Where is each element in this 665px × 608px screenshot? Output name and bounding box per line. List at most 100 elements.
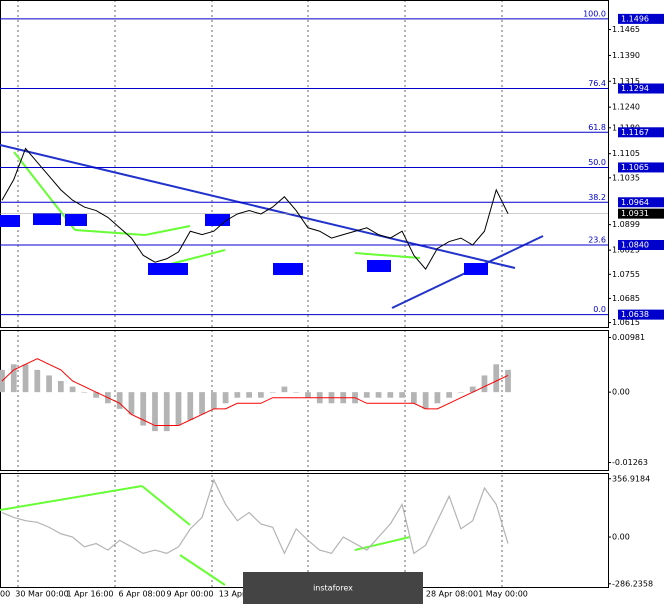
zone-marker: [148, 263, 188, 275]
price-box: [618, 13, 664, 24]
histogram-bar: [469, 386, 476, 393]
fib-price: 1.0638: [621, 310, 649, 319]
histogram-bar: [399, 392, 405, 398]
fib-label: 50.0: [588, 158, 606, 167]
fib-price: 1.1167: [621, 128, 649, 137]
histogram-bar: [281, 386, 288, 393]
histogram-bar: [422, 392, 429, 409]
histogram-bar: [34, 369, 41, 393]
y-tick-label: -286.2358: [612, 579, 653, 588]
price-line: [1, 478, 509, 555]
fib-price: 1.1496: [621, 14, 649, 23]
y-tick-label: 1.0755: [612, 270, 640, 279]
current-price-box: [618, 208, 664, 219]
histogram-bar: [222, 392, 229, 404]
x-tick-label: 00: [0, 590, 10, 599]
y-tick-label: 1.1315: [612, 77, 640, 86]
y-tick-label: 0.00: [612, 388, 630, 397]
histogram-bar: [234, 392, 241, 398]
histogram-bar: [293, 392, 300, 393]
price-box: [618, 127, 664, 138]
histogram-bar: [116, 392, 123, 409]
y-tick-label: 1.1465: [612, 25, 640, 34]
histogram-bar: [10, 364, 17, 393]
fib-label: 61.8: [588, 123, 606, 132]
y-tick-label: 356.9184: [612, 474, 650, 483]
histogram-bar: [93, 392, 100, 398]
histogram-bar: [305, 392, 311, 398]
price-box: [618, 197, 664, 208]
histogram-bar: [210, 392, 217, 409]
histogram-bar: [175, 392, 182, 426]
watermark-text: instaforex: [313, 584, 353, 593]
main-frame: [0, 0, 609, 328]
current-price: 1.0931: [621, 209, 649, 218]
fib-price: 1.1294: [621, 84, 649, 93]
histogram-bar: [505, 369, 511, 393]
y-tick-label: 1.1390: [612, 51, 640, 60]
y-tick-label: 0.00981: [612, 333, 645, 342]
histogram-bar: [258, 392, 264, 398]
watermark: instaforex: [243, 572, 423, 604]
y-tick-label: 0.00: [612, 533, 630, 542]
fib-label: 23.6: [588, 236, 606, 245]
histogram-bar: [434, 392, 441, 404]
x-tick-label: 6 Apr 08:00: [118, 590, 165, 599]
zone-marker: [367, 260, 391, 272]
trend-line: [0, 485, 143, 511]
y-tick-label: 1.1240: [612, 103, 640, 112]
histogram-bar: [410, 392, 417, 404]
x-tick-label: 30 Mar 00:00: [15, 590, 68, 599]
histogram-bar: [199, 392, 205, 415]
y-tick-label: 1.0615: [612, 318, 640, 327]
x-tick-label: 28 Apr 08:00: [426, 590, 478, 599]
histogram-bar: [375, 392, 382, 398]
histogram-bar: [57, 381, 64, 393]
histogram-bar: [22, 364, 29, 393]
zone-marker: [65, 214, 87, 226]
trend-line: [0, 144, 516, 269]
fib-label: 0.0: [593, 305, 606, 314]
fib-price: 1.0840: [621, 241, 649, 250]
zone-marker: [0, 215, 20, 227]
price-box: [618, 83, 664, 94]
price-box: [618, 240, 664, 250]
watermark-bg: [243, 572, 423, 604]
y-tick-label: 1.0899: [612, 220, 640, 229]
histogram-bar: [163, 392, 170, 432]
trend-line: [141, 485, 191, 526]
zone-marker: [33, 213, 61, 225]
x-tick-label: 9 Apr 00:00: [166, 590, 213, 599]
price-box: [618, 162, 664, 173]
annotations: [0, 144, 544, 586]
x-tick-label: 1 Apr 16:00: [66, 590, 113, 599]
y-tick-label: 1.0685: [612, 294, 640, 303]
zone-marker: [464, 263, 488, 275]
histogram-bar: [152, 392, 158, 432]
fib-price: 1.1065: [621, 163, 649, 172]
trend-line: [74, 229, 146, 236]
histogram-bar: [46, 375, 52, 393]
trend-line: [13, 151, 76, 231]
histogram-bar: [187, 392, 194, 420]
x-tick-label: 1 May 00:00: [478, 590, 528, 599]
fib-label: 76.4: [588, 79, 606, 88]
signal-line: [1, 358, 509, 427]
trend-line: [144, 225, 191, 236]
zone-marker: [273, 263, 303, 275]
macd-frame: [0, 330, 609, 471]
x-tick-label: 13 Apr: [219, 590, 246, 599]
histogram-bar: [140, 392, 147, 426]
fib-price: 1.0964: [621, 198, 649, 207]
histogram-bar: [69, 386, 76, 393]
trend-line: [354, 536, 411, 551]
trend-line: [179, 554, 226, 586]
y-tick-label: 1.0825: [612, 246, 640, 255]
fib-label: 100.0: [583, 9, 606, 18]
histogram-bar: [446, 392, 453, 398]
histogram-bar: [387, 392, 394, 398]
histogram-bar: [481, 375, 488, 393]
y-tick-label: 1.1035: [612, 173, 640, 182]
y-tick-label: 1.1105: [612, 149, 640, 158]
